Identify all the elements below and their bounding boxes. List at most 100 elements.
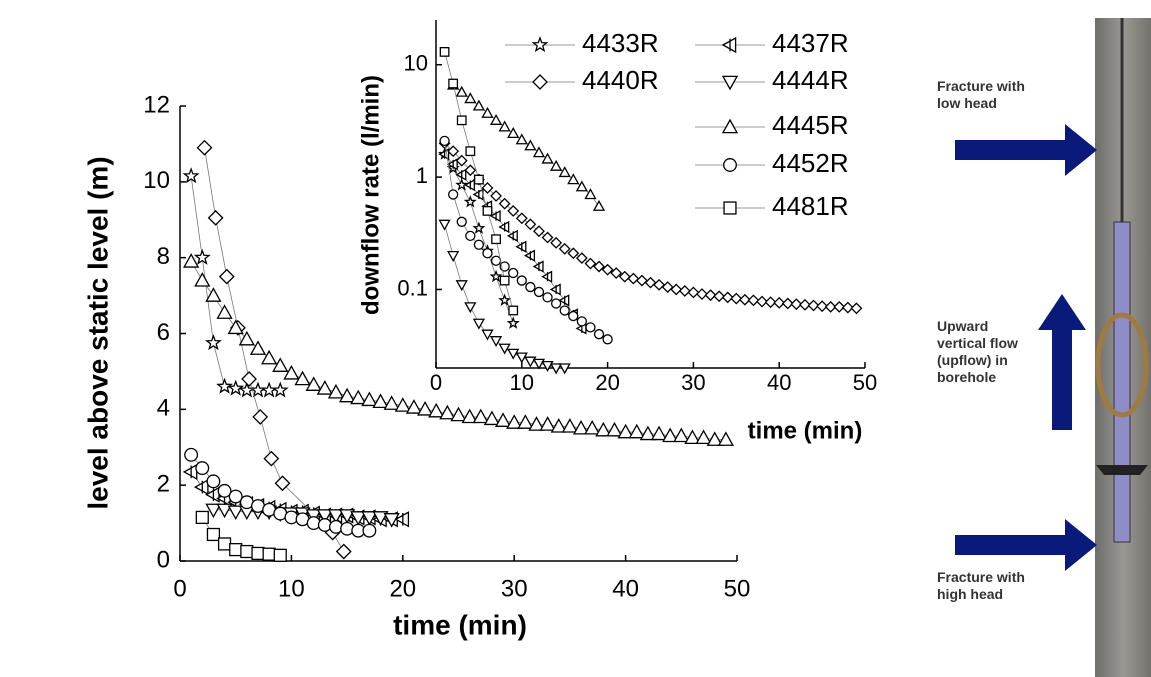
arrow-upflow <box>1038 294 1086 430</box>
marker <box>781 297 794 310</box>
legend-marker <box>531 36 549 53</box>
marker <box>516 275 527 286</box>
marker <box>439 135 450 147</box>
marker <box>507 204 520 217</box>
marker <box>455 154 468 167</box>
marker <box>316 509 333 524</box>
marker <box>773 296 786 309</box>
diagram-label: low head <box>937 95 997 111</box>
marker <box>639 425 656 441</box>
marker <box>260 381 278 398</box>
marker <box>205 503 222 519</box>
arrow-high-head <box>955 519 1097 571</box>
marker <box>576 316 588 327</box>
diagram-label: borehole <box>937 369 996 385</box>
marker <box>575 252 588 265</box>
marker <box>636 274 648 287</box>
marker <box>506 229 518 242</box>
marker <box>558 294 570 307</box>
marker <box>362 523 377 538</box>
x-tick-label: 0 <box>173 575 186 602</box>
y-tick-label: 2 <box>157 471 170 498</box>
y-tick-label: 12 <box>143 91 170 118</box>
marker <box>515 212 528 225</box>
marker <box>515 352 528 364</box>
y-tick-label: 0 <box>157 546 170 573</box>
marker <box>251 546 265 561</box>
marker <box>218 268 235 285</box>
marker <box>272 357 289 372</box>
marker <box>532 146 546 158</box>
y-tick-label: 4 <box>157 395 170 422</box>
legend-marker <box>721 36 737 54</box>
marker <box>541 152 554 164</box>
marker <box>498 220 510 234</box>
marker <box>284 510 299 525</box>
marker <box>558 166 571 178</box>
marker <box>790 298 803 311</box>
marker-part <box>182 463 198 481</box>
marker <box>206 527 221 542</box>
marker <box>550 363 563 375</box>
marker <box>524 249 536 262</box>
marker <box>439 47 450 57</box>
marker <box>601 263 614 276</box>
marker <box>273 548 287 562</box>
marker <box>194 272 211 287</box>
borehole-diagram <box>955 18 1151 677</box>
marker <box>506 316 520 329</box>
marker <box>525 281 536 293</box>
marker <box>329 519 343 534</box>
marker <box>584 419 601 435</box>
marker <box>274 475 291 492</box>
marker <box>183 253 200 268</box>
y-tick-label: 6 <box>157 319 170 346</box>
marker <box>627 272 640 285</box>
marker <box>559 305 570 316</box>
marker <box>515 240 527 253</box>
legend-marker <box>723 158 737 172</box>
marker <box>238 381 256 398</box>
marker <box>456 115 467 126</box>
marker <box>294 370 311 386</box>
x-tick-label: 40 <box>612 575 639 602</box>
marker <box>617 423 634 439</box>
marker <box>747 294 760 307</box>
legend-label: 4437R <box>772 28 849 58</box>
marker <box>489 336 503 348</box>
marker <box>738 293 751 306</box>
marker <box>816 300 829 313</box>
marker <box>182 167 200 184</box>
marker <box>472 408 489 424</box>
marker <box>383 513 400 528</box>
marker <box>585 322 596 333</box>
marker-part <box>193 478 209 496</box>
marker <box>490 255 502 266</box>
marker <box>361 511 378 526</box>
marker <box>252 408 269 425</box>
marker <box>472 99 486 111</box>
marker <box>335 543 352 560</box>
marker <box>489 269 503 283</box>
x-tick-label: 50 <box>724 575 751 602</box>
marker <box>498 120 511 132</box>
marker <box>207 209 224 226</box>
marker <box>448 189 459 200</box>
marker <box>481 329 494 341</box>
marker <box>416 400 434 416</box>
marker <box>489 209 501 223</box>
marker <box>506 414 523 429</box>
marker <box>833 300 846 313</box>
marker <box>593 260 605 273</box>
marker <box>428 402 445 418</box>
marker <box>824 300 837 313</box>
marker <box>533 225 545 238</box>
y-tick-label: 10 <box>143 167 170 194</box>
marker <box>498 197 511 210</box>
marker <box>550 236 563 249</box>
marker <box>456 216 467 227</box>
marker <box>584 257 597 270</box>
marker <box>584 188 597 200</box>
marker <box>350 389 367 405</box>
marker <box>541 360 554 372</box>
